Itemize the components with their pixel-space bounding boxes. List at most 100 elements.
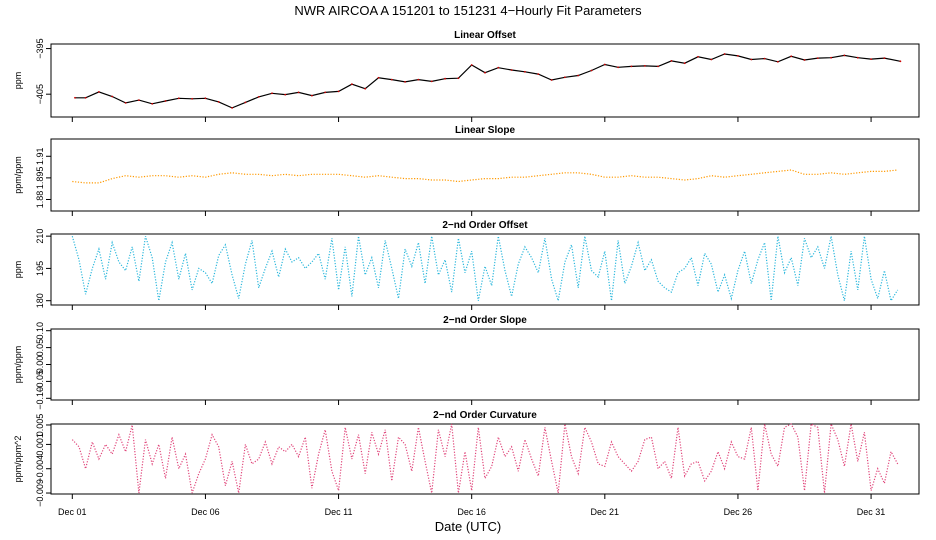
data-point xyxy=(657,65,659,68)
y-tick-label: −0.10 xyxy=(35,387,45,410)
data-point xyxy=(617,66,619,69)
panel-title: 2−nd Order Slope xyxy=(443,315,527,326)
data-point xyxy=(603,63,606,66)
data-point xyxy=(271,92,273,95)
panel-title: 2−nd Order Curvature xyxy=(433,410,537,421)
y-tick-label: −0.009 xyxy=(35,479,45,507)
data-point xyxy=(297,91,300,94)
data-point xyxy=(683,62,686,65)
panel-frame xyxy=(50,423,920,495)
panel-frame xyxy=(50,138,920,212)
y-tick-label: −395 xyxy=(35,38,45,58)
data-point xyxy=(630,65,633,68)
data-point xyxy=(231,107,234,109)
y-tick-label: 1.91 xyxy=(35,148,45,166)
data-point xyxy=(74,96,76,99)
panel-title: 2−nd Order Offset xyxy=(442,220,528,231)
data-point xyxy=(697,55,699,58)
panel-title: Linear Slope xyxy=(455,125,515,136)
panel-title: Linear Offset xyxy=(454,30,516,41)
data-point xyxy=(870,58,872,60)
data-point xyxy=(138,99,140,101)
y-axis-label: ppm/ppm xyxy=(13,346,23,384)
data-point xyxy=(510,69,513,71)
data-point xyxy=(124,102,127,104)
data-point xyxy=(899,60,902,63)
data-point xyxy=(324,91,327,94)
data-point xyxy=(84,96,87,99)
data-point xyxy=(790,55,793,58)
data-point xyxy=(856,56,859,59)
y-axis-label: ppm xyxy=(13,261,23,279)
data-point xyxy=(577,74,580,77)
data-point xyxy=(390,78,393,81)
y-axis-label: ppm/ppm^2 xyxy=(13,436,23,483)
data-point xyxy=(550,79,553,81)
x-tick-label: Dec 21 xyxy=(591,507,620,517)
y-tick-label: 0.005 xyxy=(35,414,45,437)
data-point xyxy=(777,60,779,63)
data-point xyxy=(803,59,806,61)
data-point xyxy=(643,65,646,67)
data-point xyxy=(337,90,340,93)
x-tick-label: Dec 06 xyxy=(191,507,220,517)
data-point xyxy=(164,100,167,102)
panel-frame xyxy=(50,43,920,118)
figure-title: NWR AIRCOA A 151201 to 151231 4−Hourly F… xyxy=(294,3,642,18)
panel-5: 2−nd Order Curvature ppm/ppm^2 −0.009−0.00… xyxy=(13,410,920,507)
data-point xyxy=(177,97,180,100)
series-line xyxy=(71,423,899,494)
series-line xyxy=(75,53,901,109)
data-point xyxy=(257,96,260,98)
series-line xyxy=(71,236,899,303)
data-point xyxy=(151,102,154,105)
y-tick-label: 0.00 xyxy=(35,356,45,374)
data-point xyxy=(351,83,353,86)
data-point xyxy=(830,56,832,59)
panel-3: 2−nd Order Offset ppm 180 195 210 xyxy=(13,220,920,310)
data-point xyxy=(364,87,367,90)
panel-frame xyxy=(50,328,920,401)
data-point xyxy=(723,53,726,55)
x-tick-label: Dec 26 xyxy=(724,507,753,517)
data-point xyxy=(883,57,886,59)
data-point xyxy=(204,97,207,100)
panel-frame xyxy=(50,233,920,306)
data-point xyxy=(590,69,593,72)
data-point xyxy=(843,54,846,57)
data-point xyxy=(417,78,420,81)
y-tick-label: 0.10 xyxy=(35,322,45,340)
panel-1: Linear Offset ppm −395 −405 xyxy=(13,30,920,122)
data-point xyxy=(457,77,460,80)
data-point xyxy=(470,64,473,66)
data-point xyxy=(816,57,819,59)
data-point xyxy=(670,60,673,62)
panels: Linear Offset ppm −395 −405 Linear Slope ppm/… xyxy=(13,30,920,507)
y-tick-label: 1.895 xyxy=(35,167,45,190)
data-point xyxy=(377,76,380,79)
data-point xyxy=(111,95,114,98)
y-tick-label: 210 xyxy=(35,229,45,244)
data-point xyxy=(524,70,526,73)
data-point xyxy=(284,93,287,96)
data-point xyxy=(710,58,713,61)
y-tick-label: 180 xyxy=(35,293,45,308)
y-tick-label: 0.001 xyxy=(35,433,45,456)
x-tick-label: Dec 16 xyxy=(457,507,486,517)
x-axis-label: Date (UTC) xyxy=(435,519,501,534)
data-point xyxy=(564,76,566,79)
data-point xyxy=(98,91,100,93)
data-point xyxy=(763,57,766,60)
data-point xyxy=(737,55,739,57)
data-point xyxy=(311,94,313,97)
y-tick-label: −405 xyxy=(35,84,45,104)
data-point xyxy=(191,97,194,100)
series-line xyxy=(72,169,898,184)
y-axis-label: ppm/ppm xyxy=(13,156,23,194)
y-tick-label: −0.004 xyxy=(35,455,45,483)
x-tick-label: Dec 31 xyxy=(857,507,886,517)
data-point xyxy=(497,66,500,69)
y-tick-label: 0.05 xyxy=(35,339,45,357)
